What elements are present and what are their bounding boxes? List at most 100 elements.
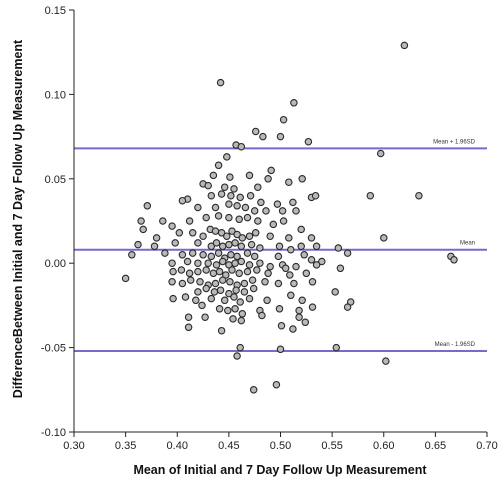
reference-line-label: Mean — [460, 241, 475, 247]
data-point — [334, 244, 343, 252]
data-point — [207, 191, 216, 200]
data-point — [245, 261, 254, 269]
data-point — [343, 249, 352, 257]
data-point — [259, 132, 267, 141]
data-point — [201, 313, 209, 321]
data-point — [233, 230, 241, 239]
data-point — [232, 286, 240, 294]
data-point — [332, 343, 341, 352]
y-tick-label: -0.05 — [41, 343, 66, 355]
data-point — [250, 252, 259, 261]
data-point — [185, 217, 194, 225]
data-point — [202, 266, 210, 274]
data-point — [285, 234, 293, 242]
data-point — [199, 251, 207, 259]
data-point — [257, 198, 265, 207]
data-point — [307, 256, 316, 264]
data-point — [248, 276, 257, 284]
data-point — [380, 234, 388, 242]
data-point — [169, 294, 177, 303]
data-point — [254, 183, 262, 191]
data-point — [185, 269, 194, 278]
data-point — [161, 249, 169, 257]
data-point — [289, 325, 297, 333]
data-point — [216, 78, 225, 87]
data-point — [212, 261, 221, 269]
data-point — [240, 279, 249, 288]
data-point — [225, 200, 233, 208]
y-tick-label: -0.10 — [41, 427, 66, 439]
data-point — [231, 239, 239, 247]
data-point — [211, 203, 220, 212]
data-point — [202, 213, 210, 222]
data-point — [168, 259, 176, 267]
data-point — [168, 278, 176, 286]
data-point — [264, 175, 272, 183]
data-point — [295, 306, 303, 315]
data-point — [169, 267, 177, 276]
data-point — [220, 183, 229, 191]
data-point — [128, 251, 136, 259]
data-point — [194, 239, 202, 247]
data-point — [276, 132, 285, 141]
data-point — [415, 191, 423, 200]
data-point — [382, 357, 390, 365]
data-point — [343, 303, 352, 311]
data-point — [312, 261, 321, 269]
data-point — [263, 296, 271, 305]
data-point — [290, 99, 298, 107]
data-point — [196, 278, 204, 286]
data-point — [227, 191, 235, 200]
data-point — [184, 323, 193, 332]
data-point — [240, 288, 249, 296]
data-point — [137, 217, 145, 225]
data-point — [175, 229, 184, 237]
data-point — [192, 296, 200, 305]
data-point — [266, 262, 274, 271]
data-point — [297, 242, 305, 251]
data-point — [298, 296, 306, 305]
data-point — [194, 203, 202, 212]
data-point — [279, 217, 288, 225]
data-point — [238, 310, 247, 318]
data-point — [237, 257, 246, 266]
data-point — [292, 207, 300, 215]
data-point — [202, 284, 210, 293]
data-point — [225, 213, 233, 222]
data-point — [199, 232, 207, 240]
data-point — [218, 276, 227, 284]
data-point — [292, 262, 300, 271]
data-point — [171, 239, 179, 247]
data-point — [275, 242, 284, 251]
data-point — [218, 242, 227, 251]
data-point — [249, 386, 258, 394]
data-point — [215, 305, 224, 313]
x-tick-label: 0.50 — [270, 440, 291, 452]
data-point — [331, 288, 339, 296]
y-axis-ticks: 0.15 0.10 0.05 0.00 -0.05 -0.10 — [41, 5, 74, 439]
data-point — [207, 242, 216, 251]
data-point — [267, 166, 275, 175]
data-point — [168, 222, 176, 230]
data-point — [277, 321, 286, 330]
data-point — [225, 240, 233, 249]
y-tick-label: 0.15 — [45, 5, 66, 17]
y-tick-label: 0.00 — [45, 258, 66, 270]
x-tick-label: 0.60 — [373, 440, 394, 452]
data-point — [139, 225, 147, 234]
data-point — [229, 315, 237, 323]
x-tick-label: 0.70 — [476, 440, 497, 452]
data-point — [302, 269, 311, 278]
data-point — [286, 271, 294, 279]
data-point — [188, 249, 197, 257]
data-point — [211, 279, 220, 288]
data-point — [228, 227, 236, 235]
data-point — [184, 313, 193, 321]
data-point — [289, 198, 297, 207]
data-point — [237, 316, 246, 325]
reference-line-label: Mean + 1.96SD — [433, 139, 476, 145]
data-point — [298, 175, 306, 183]
data-point — [276, 345, 285, 354]
data-point — [236, 193, 244, 202]
data-point — [312, 242, 321, 251]
